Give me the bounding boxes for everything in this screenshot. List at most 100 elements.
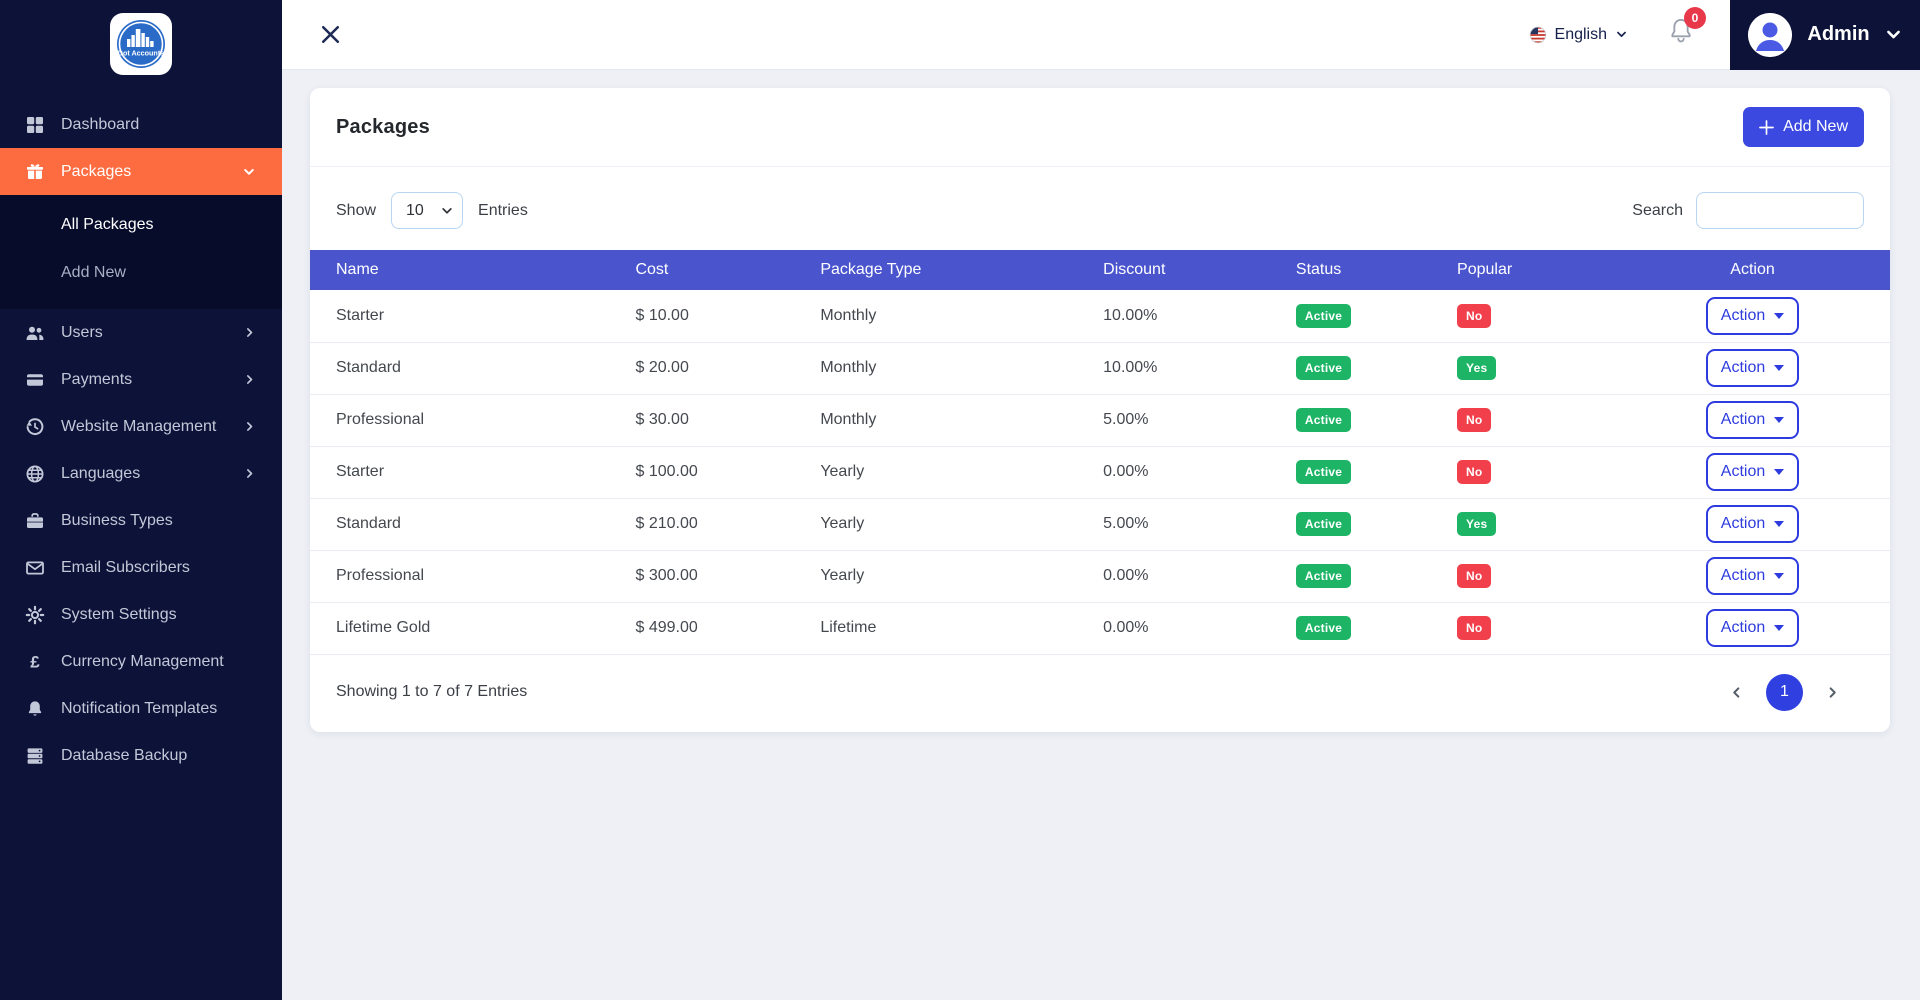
cell-action: Action	[1615, 342, 1890, 395]
sidebar-item-users[interactable]: Users	[0, 309, 282, 356]
sidebar-toggle-button[interactable]	[318, 22, 343, 47]
caret-down-icon	[1774, 365, 1785, 371]
action-label: Action	[1720, 463, 1766, 480]
cell-cost: $ 499.00	[635, 602, 821, 655]
language-label: English	[1554, 25, 1607, 43]
cell-popular: No	[1457, 290, 1616, 343]
avatar	[1748, 12, 1793, 57]
action-dropdown-button[interactable]: Action	[1705, 557, 1800, 595]
cell-cost: $ 100.00	[635, 446, 821, 499]
cell-discount: 0.00%	[1103, 602, 1296, 655]
chevron-down-icon	[1886, 30, 1900, 39]
sidebar-item-business-types[interactable]: Business Types	[0, 497, 282, 544]
cell-name: Starter	[310, 290, 636, 343]
action-dropdown-button[interactable]: Action	[1705, 401, 1800, 439]
popular-badge: Yes	[1457, 512, 1497, 536]
action-dropdown-button[interactable]: Action	[1705, 296, 1800, 335]
sidebar-item-label: Currency Management	[61, 652, 224, 670]
chevron-right-icon	[243, 420, 256, 433]
topbar: English 0	[282, 0, 1920, 70]
sidebar-item-database-backup[interactable]: Database Backup	[0, 732, 282, 779]
cell-discount: 10.00%	[1103, 290, 1296, 343]
next-page-button[interactable]	[1825, 685, 1840, 700]
add-new-button[interactable]: Add New	[1743, 107, 1864, 147]
table-row: Lifetime Gold $ 499.00 Lifetime 0.00% Active…	[310, 602, 1890, 655]
cell-cost: $ 300.00	[635, 550, 821, 603]
cell-status: Active	[1295, 394, 1458, 447]
packages-card: Packages Add New Show 10	[310, 88, 1890, 732]
status-badge: Active	[1295, 303, 1352, 328]
search-input[interactable]	[1696, 192, 1864, 229]
action-dropdown-button[interactable]: Action	[1705, 453, 1800, 491]
cell-status: Active	[1295, 342, 1458, 395]
cell-cost: $ 210.00	[635, 498, 821, 551]
column-header-name: Name	[310, 250, 636, 290]
sidebar-item-website-management[interactable]: Website Management	[0, 403, 282, 450]
sidebar-item-notification-templates[interactable]: Notification Templates	[0, 685, 282, 732]
cell-action: Action	[1615, 446, 1890, 499]
user-menu[interactable]: Admin	[1730, 0, 1920, 70]
caret-down-icon	[1774, 625, 1785, 631]
cell-package-type: Yearly	[820, 446, 1104, 499]
cell-popular: No	[1457, 394, 1616, 447]
cell-cost: $ 20.00	[635, 342, 821, 395]
sidebar-item-currency-management[interactable]: £ Currency Management	[0, 638, 282, 685]
cell-popular: Yes	[1457, 498, 1616, 551]
cell-action: Action	[1615, 290, 1890, 343]
search-label: Search	[1632, 201, 1683, 219]
cell-status: Active	[1295, 290, 1458, 343]
dot-accounts-logo-icon: Dot Accounts	[117, 20, 165, 68]
database-icon	[24, 745, 46, 767]
table-row: Professional $ 300.00 Yearly 0.00% Active No A…	[310, 550, 1890, 603]
cell-cost: $ 30.00	[635, 394, 821, 447]
languages-icon	[24, 463, 46, 485]
sidebar-item-label: Database Backup	[61, 746, 188, 764]
table-row: Professional $ 30.00 Monthly 5.00% Active No A…	[310, 394, 1890, 447]
page-size-select[interactable]: 10	[391, 192, 464, 229]
notifications-button[interactable]: 0	[1666, 7, 1706, 53]
sidebar-item-languages[interactable]: Languages	[0, 450, 282, 497]
business-icon	[24, 510, 46, 532]
cell-package-type: Yearly	[820, 550, 1104, 603]
prev-page-button[interactable]	[1729, 685, 1744, 700]
action-dropdown-button[interactable]: Action	[1705, 349, 1800, 387]
email-icon	[24, 557, 46, 579]
sidebar-item-payments[interactable]: Payments	[0, 356, 282, 403]
add-new-label: Add New	[1783, 118, 1848, 135]
popular-badge: Yes	[1457, 356, 1497, 380]
chevron-left-icon	[1733, 686, 1740, 698]
column-header-popular: Popular	[1457, 250, 1616, 290]
cell-package-type: Lifetime	[820, 602, 1104, 655]
sidebar-item-dashboard[interactable]: Dashboard	[0, 101, 282, 148]
cell-popular: No	[1457, 602, 1616, 655]
sidebar-subitem-add-new[interactable]: Add New	[61, 264, 126, 281]
status-badge: Active	[1295, 564, 1352, 588]
table-row: Standard $ 210.00 Yearly 5.00% Active Yes Acti…	[310, 498, 1890, 551]
action-label: Action	[1720, 619, 1766, 636]
cell-status: Active	[1295, 550, 1458, 603]
cell-status: Active	[1295, 602, 1458, 655]
popular-badge: No	[1457, 616, 1492, 640]
sidebar-item-packages[interactable]: Packages	[0, 148, 282, 195]
app-logo[interactable]: Dot Accounts	[110, 13, 172, 75]
action-dropdown-button[interactable]: Action	[1705, 505, 1800, 543]
sidebar-subitem-all-packages[interactable]: All Packages	[61, 216, 154, 233]
website-icon	[24, 416, 46, 438]
sidebar-submenu: All Packages Add New	[0, 195, 282, 309]
action-dropdown-button[interactable]: Action	[1705, 609, 1800, 647]
popular-badge: No	[1457, 303, 1492, 328]
page-number-button[interactable]: 1	[1766, 673, 1803, 711]
action-label: Action	[1720, 567, 1766, 584]
plus-icon	[1759, 119, 1774, 135]
sidebar-item-system-settings[interactable]: System Settings	[0, 591, 282, 638]
cell-package-type: Monthly	[820, 342, 1104, 395]
status-badge: Active	[1295, 460, 1352, 484]
cell-discount: 0.00%	[1103, 550, 1296, 603]
sidebar-item-label: Users	[61, 323, 103, 341]
sidebar-item-email-subscribers[interactable]: Email Subscribers	[0, 544, 282, 591]
language-selector[interactable]: English	[1529, 26, 1628, 44]
cell-discount: 10.00%	[1103, 342, 1296, 395]
sidebar-item-label: Notification Templates	[61, 699, 218, 717]
chevron-right-icon	[1829, 686, 1836, 698]
table-row: Standard $ 20.00 Monthly 10.00% Active Yes Act…	[310, 342, 1890, 395]
